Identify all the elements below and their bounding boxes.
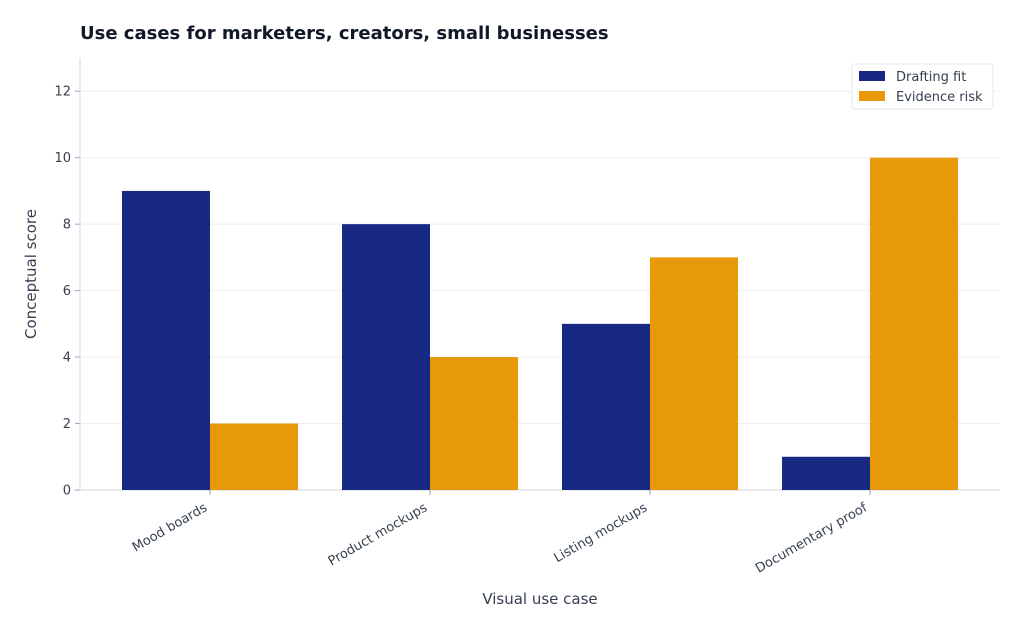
bar-evidence-risk-product-mockups xyxy=(430,357,518,490)
x-tick-label: Listing mockups xyxy=(551,500,650,566)
legend-label-evidence-risk: Evidence risk xyxy=(896,90,983,105)
bar-drafting-fit-product-mockups xyxy=(342,224,430,490)
x-tick-label: Product mockups xyxy=(326,500,430,569)
bar-drafting-fit-mood-boards xyxy=(122,190,210,490)
y-tick-label: 6 xyxy=(63,284,71,299)
bars xyxy=(122,157,958,490)
bar-evidence-risk-mood-boards xyxy=(210,423,298,490)
y-tick-label: 8 xyxy=(63,218,71,233)
legend: Drafting fit Evidence risk xyxy=(851,63,994,110)
y-tick-label: 2 xyxy=(63,417,71,432)
bar-drafting-fit-documentary-proof xyxy=(782,456,870,490)
legend-label-drafting-fit: Drafting fit xyxy=(896,70,966,85)
bar-evidence-risk-documentary-proof xyxy=(870,157,958,490)
legend-box xyxy=(851,63,994,110)
y-tick-label: 0 xyxy=(63,484,71,499)
legend-swatch-drafting-fit xyxy=(859,71,885,81)
bar-drafting-fit-listing-mockups xyxy=(562,323,650,490)
legend-swatch-evidence-risk xyxy=(859,91,885,101)
y-tick-label: 12 xyxy=(54,85,71,100)
x-tick-label: Mood boards xyxy=(130,500,210,555)
x-axis-label: Visual use case xyxy=(482,590,597,608)
bar-evidence-risk-listing-mockups xyxy=(650,257,738,490)
x-tick-label: Documentary proof xyxy=(753,500,870,576)
y-tick-label: 10 xyxy=(54,151,71,166)
y-tick-label: 4 xyxy=(63,351,71,366)
y-axis-label: Conceptual score xyxy=(22,209,40,339)
chart-title: Use cases for marketers, creators, small… xyxy=(80,23,609,44)
